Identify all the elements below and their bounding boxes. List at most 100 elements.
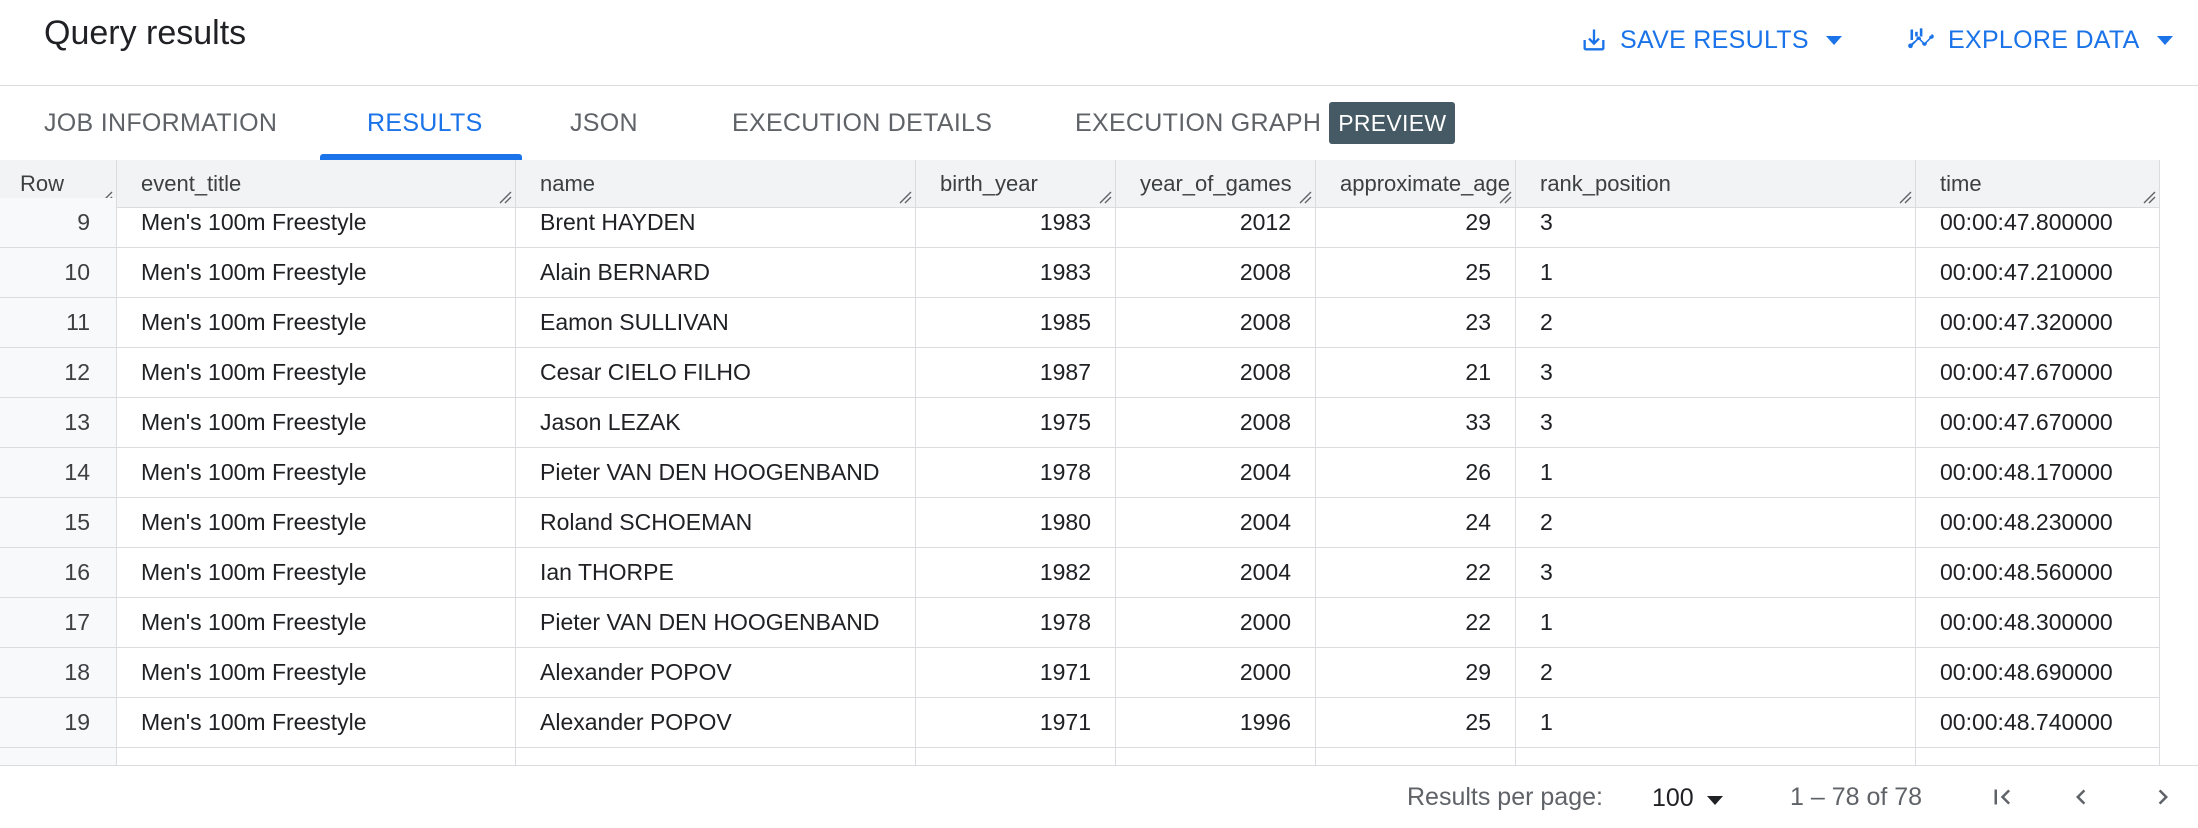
row-number[interactable]: 9: [0, 198, 117, 247]
table-row[interactable]: 19 Men's 100m Freestyle Alexander POPOV 197…: [0, 698, 2160, 748]
row-number[interactable]: 16: [0, 548, 117, 597]
cell-event-title[interactable]: Men's 100m Freestyle: [117, 398, 516, 447]
row-number[interactable]: 11: [0, 298, 117, 347]
cell-approximate-age[interactable]: 25: [1316, 698, 1516, 747]
previous-page-button[interactable]: [2064, 782, 2098, 816]
resize-handle-icon[interactable]: [898, 190, 912, 204]
cell-rank-position[interactable]: [1516, 748, 1916, 765]
table-row[interactable]: [0, 748, 2160, 765]
column-header-name[interactable]: name: [516, 160, 916, 208]
cell-rank-position[interactable]: 1: [1516, 248, 1916, 297]
cell-time[interactable]: 00:00:48.560000: [1916, 548, 2160, 597]
cell-time[interactable]: 00:00:48.300000: [1916, 598, 2160, 647]
cell-event-title[interactable]: Men's 100m Freestyle: [117, 498, 516, 547]
column-header-row[interactable]: Row: [0, 160, 117, 208]
resize-handle-icon[interactable]: [498, 190, 512, 204]
row-number[interactable]: 13: [0, 398, 117, 447]
cell-birth-year[interactable]: 1980: [916, 498, 1116, 547]
cell-rank-position[interactable]: 1: [1516, 598, 1916, 647]
cell-event-title[interactable]: Men's 100m Freestyle: [117, 548, 516, 597]
row-number[interactable]: 12: [0, 348, 117, 397]
table-row[interactable]: 17 Men's 100m Freestyle Pieter VAN DEN HOO…: [0, 598, 2160, 648]
cell-rank-position[interactable]: 3: [1516, 548, 1916, 597]
cell-time[interactable]: 00:00:48.230000: [1916, 498, 2160, 547]
cell-name[interactable]: Eamon SULLIVAN: [516, 298, 916, 347]
cell-time[interactable]: 00:00:47.210000: [1916, 248, 2160, 297]
cell-approximate-age[interactable]: 21: [1316, 348, 1516, 397]
cell-name[interactable]: Roland SCHOEMAN: [516, 498, 916, 547]
row-number[interactable]: 18: [0, 648, 117, 697]
cell-birth-year[interactable]: 1982: [916, 548, 1116, 597]
next-page-button[interactable]: [2146, 782, 2180, 816]
cell-event-title[interactable]: Men's 100m Freestyle: [117, 198, 516, 247]
cell-birth-year[interactable]: 1987: [916, 348, 1116, 397]
row-number[interactable]: [0, 748, 117, 765]
cell-time[interactable]: 00:00:47.800000: [1916, 198, 2160, 247]
cell-year-of-games[interactable]: 2004: [1116, 498, 1316, 547]
column-header-approximate-age[interactable]: approximate_age: [1316, 160, 1516, 208]
column-header-year-of-games[interactable]: year_of_games: [1116, 160, 1316, 208]
cell-name[interactable]: Alexander POPOV: [516, 648, 916, 697]
cell-time[interactable]: 00:00:48.170000: [1916, 448, 2160, 497]
tab-json[interactable]: JSON: [570, 108, 638, 137]
cell-rank-position[interactable]: 1: [1516, 448, 1916, 497]
tab-job-information[interactable]: JOB INFORMATION: [44, 108, 278, 137]
cell-name[interactable]: Alexander POPOV: [516, 698, 916, 747]
table-row[interactable]: 16 Men's 100m Freestyle Ian THORPE 1982 2004…: [0, 548, 2160, 598]
table-row[interactable]: 10 Men's 100m Freestyle Alain BERNARD 1983 2…: [0, 248, 2160, 298]
cell-birth-year[interactable]: 1985: [916, 298, 1116, 347]
row-number[interactable]: 17: [0, 598, 117, 647]
cell-rank-position[interactable]: 1: [1516, 698, 1916, 747]
table-row[interactable]: 18 Men's 100m Freestyle Alexander POPOV 197…: [0, 648, 2160, 698]
cell-approximate-age[interactable]: [1316, 748, 1516, 765]
cell-year-of-games[interactable]: 2008: [1116, 248, 1316, 297]
cell-approximate-age[interactable]: 24: [1316, 498, 1516, 547]
cell-year-of-games[interactable]: 2004: [1116, 448, 1316, 497]
cell-birth-year[interactable]: 1971: [916, 698, 1116, 747]
cell-time[interactable]: 00:00:48.740000: [1916, 698, 2160, 747]
cell-year-of-games[interactable]: 2008: [1116, 298, 1316, 347]
cell-birth-year[interactable]: 1971: [916, 648, 1116, 697]
cell-event-title[interactable]: [117, 748, 516, 765]
cell-rank-position[interactable]: 3: [1516, 398, 1916, 447]
resize-handle-icon[interactable]: [1498, 190, 1512, 204]
table-row[interactable]: 9 Men's 100m Freestyle Brent HAYDEN 1983 201…: [0, 198, 2160, 248]
cell-event-title[interactable]: Men's 100m Freestyle: [117, 248, 516, 297]
cell-rank-position[interactable]: 2: [1516, 498, 1916, 547]
cell-name[interactable]: Brent HAYDEN: [516, 198, 916, 247]
cell-name[interactable]: Cesar CIELO FILHO: [516, 348, 916, 397]
cell-rank-position[interactable]: 3: [1516, 198, 1916, 247]
cell-approximate-age[interactable]: 33: [1316, 398, 1516, 447]
row-number[interactable]: 15: [0, 498, 117, 547]
resize-handle-icon[interactable]: [1098, 190, 1112, 204]
column-header-time[interactable]: time: [1916, 160, 2160, 208]
save-results-button[interactable]: SAVE RESULTS: [1580, 20, 1843, 60]
cell-year-of-games[interactable]: [1116, 748, 1316, 765]
cell-name[interactable]: Alain BERNARD: [516, 248, 916, 297]
cell-name[interactable]: Pieter VAN DEN HOOGENBAND: [516, 448, 916, 497]
first-page-button[interactable]: [1985, 782, 2019, 816]
tab-execution-details[interactable]: EXECUTION DETAILS: [732, 108, 993, 137]
tab-results[interactable]: RESULTS: [367, 108, 483, 137]
cell-time[interactable]: [1916, 748, 2160, 765]
cell-rank-position[interactable]: 2: [1516, 298, 1916, 347]
table-row[interactable]: 12 Men's 100m Freestyle Cesar CIELO FILHO 1…: [0, 348, 2160, 398]
resize-handle-icon[interactable]: [1298, 190, 1312, 204]
cell-name[interactable]: Ian THORPE: [516, 548, 916, 597]
column-header-rank-position[interactable]: rank_position: [1516, 160, 1916, 208]
table-row[interactable]: 15 Men's 100m Freestyle Roland SCHOEMAN 198…: [0, 498, 2160, 548]
cell-approximate-age[interactable]: 22: [1316, 598, 1516, 647]
cell-name[interactable]: [516, 748, 916, 765]
cell-rank-position[interactable]: 3: [1516, 348, 1916, 397]
cell-approximate-age[interactable]: 23: [1316, 298, 1516, 347]
cell-event-title[interactable]: Men's 100m Freestyle: [117, 648, 516, 697]
cell-name[interactable]: Pieter VAN DEN HOOGENBAND: [516, 598, 916, 647]
cell-year-of-games[interactable]: 2000: [1116, 648, 1316, 697]
cell-year-of-games[interactable]: 2000: [1116, 598, 1316, 647]
results-per-page-select[interactable]: 100: [1652, 778, 1724, 818]
cell-event-title[interactable]: Men's 100m Freestyle: [117, 298, 516, 347]
cell-year-of-games[interactable]: 2008: [1116, 398, 1316, 447]
cell-year-of-games[interactable]: 1996: [1116, 698, 1316, 747]
cell-name[interactable]: Jason LEZAK: [516, 398, 916, 447]
cell-birth-year[interactable]: 1978: [916, 448, 1116, 497]
